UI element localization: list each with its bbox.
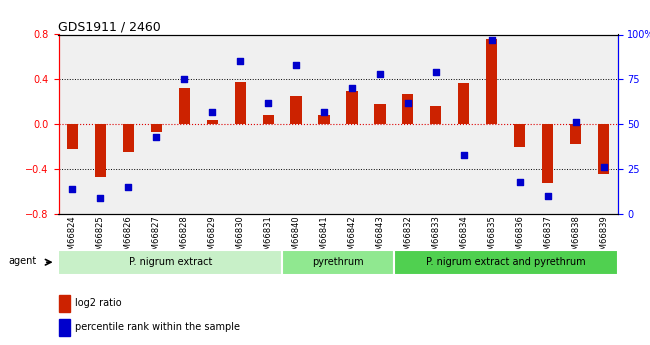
Point — [67, 186, 78, 191]
Bar — [151, 124, 162, 132]
Bar — [58, 295, 70, 312]
Bar — [542, 124, 553, 183]
Bar — [430, 106, 441, 124]
Point — [375, 71, 385, 77]
Bar — [207, 120, 218, 124]
Point — [431, 69, 441, 75]
Point — [235, 59, 246, 64]
Point — [571, 120, 581, 125]
Point — [542, 193, 552, 199]
Point — [402, 100, 413, 106]
Point — [347, 86, 358, 91]
Bar — [374, 104, 385, 124]
Text: P. nigrum extract: P. nigrum extract — [129, 257, 212, 267]
Bar — [58, 319, 70, 336]
Bar — [514, 124, 525, 147]
Point — [291, 62, 302, 68]
Point — [151, 134, 161, 139]
Bar — [291, 96, 302, 124]
Point — [599, 165, 609, 170]
Bar — [346, 90, 358, 124]
Point — [318, 109, 329, 115]
Bar — [123, 124, 134, 152]
FancyBboxPatch shape — [394, 250, 618, 275]
Point — [486, 37, 497, 43]
Text: GDS1911 / 2460: GDS1911 / 2460 — [58, 20, 161, 33]
Bar — [486, 39, 497, 124]
Point — [95, 195, 105, 200]
Text: P. nigrum extract and pyrethrum: P. nigrum extract and pyrethrum — [426, 257, 586, 267]
Text: agent: agent — [9, 256, 37, 266]
Bar — [67, 124, 78, 149]
Point — [124, 184, 134, 190]
Point — [459, 152, 469, 157]
Bar — [235, 81, 246, 124]
Bar — [458, 83, 469, 124]
FancyBboxPatch shape — [282, 250, 394, 275]
Text: log2 ratio: log2 ratio — [75, 298, 122, 308]
Point — [515, 179, 525, 184]
Point — [207, 109, 217, 115]
Point — [263, 100, 273, 106]
Text: percentile rank within the sample: percentile rank within the sample — [75, 323, 240, 333]
Bar — [570, 124, 581, 144]
FancyBboxPatch shape — [58, 250, 282, 275]
Bar — [598, 124, 609, 174]
Bar — [318, 115, 330, 124]
Bar — [179, 88, 190, 124]
Point — [179, 77, 190, 82]
Text: pyrethrum: pyrethrum — [312, 257, 364, 267]
Bar — [402, 94, 413, 124]
Bar — [263, 115, 274, 124]
Bar — [95, 124, 106, 177]
